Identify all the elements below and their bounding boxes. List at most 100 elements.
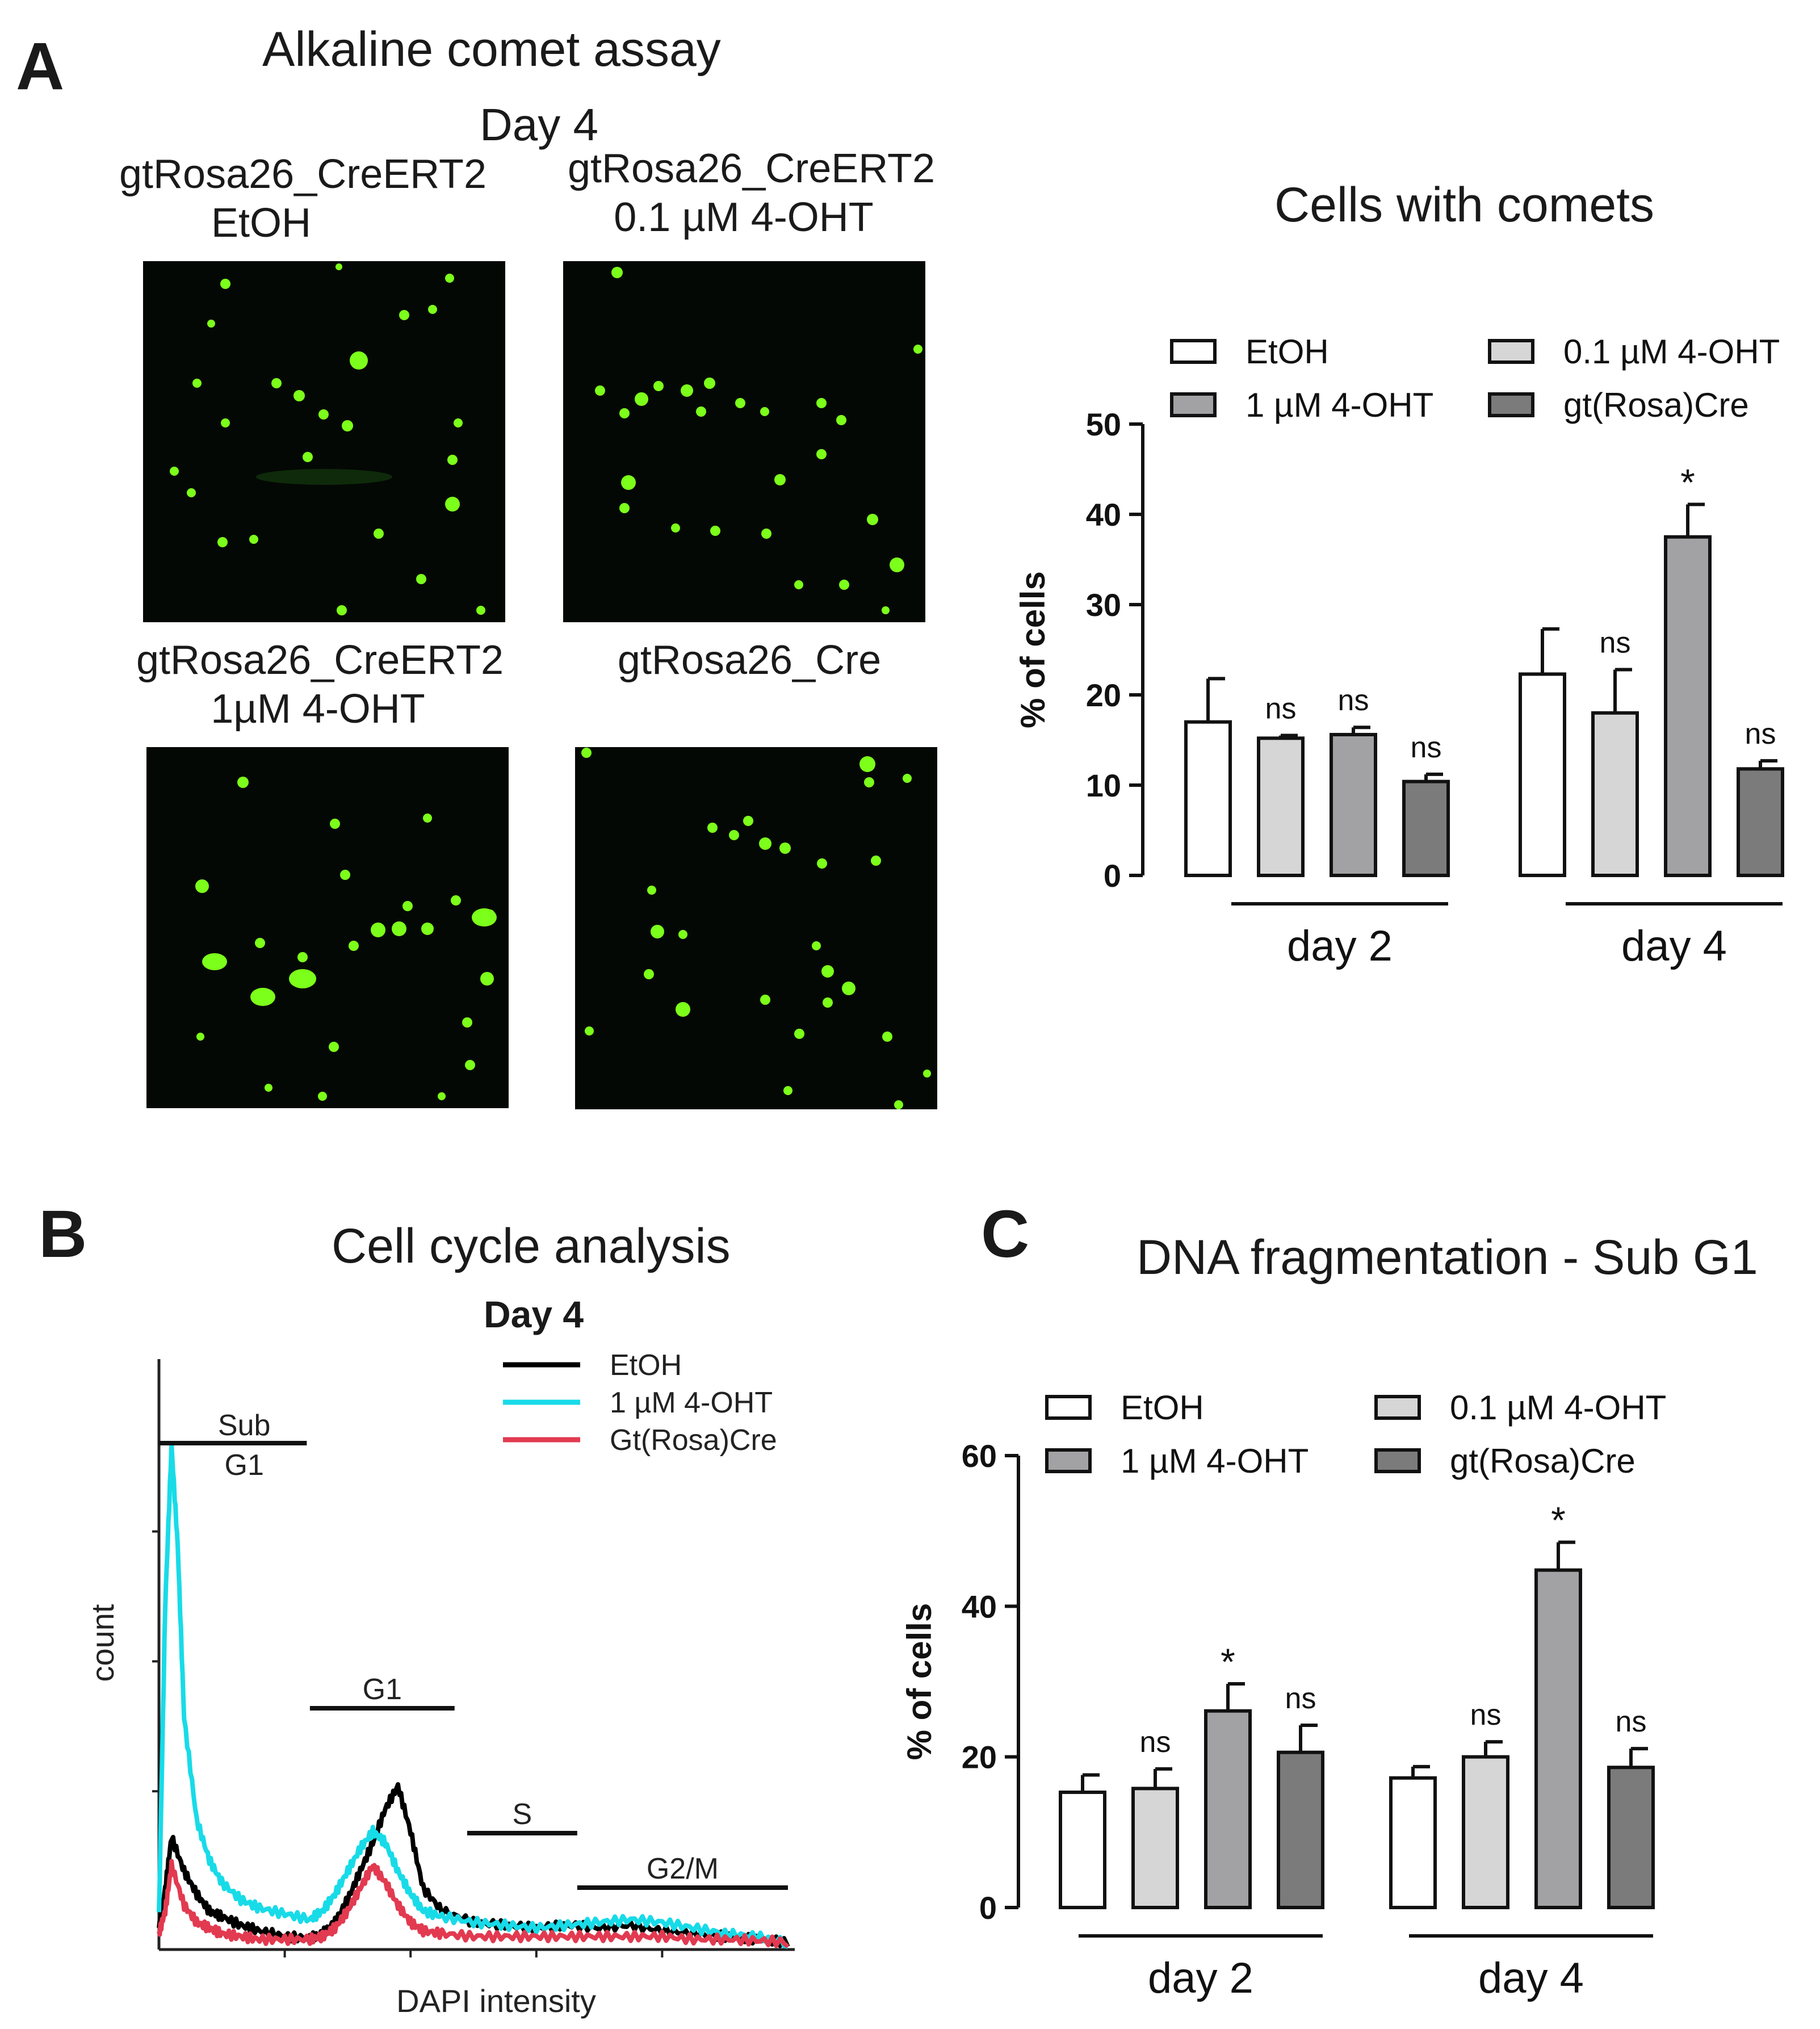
image-caption: gtRosa26_Cre: [579, 636, 920, 685]
legend-swatch: [1045, 1448, 1092, 1473]
legend-swatch: [1170, 392, 1217, 417]
bar: [1277, 1750, 1324, 1909]
gate-label: Sub: [218, 1409, 271, 1442]
legend-label: Gt(Rosa)Cre: [610, 1424, 777, 1457]
significance-label: ns: [1265, 693, 1297, 726]
image-caption: gtRosa26_CreERT2 EtOH: [119, 150, 487, 248]
panel-letter-a: A: [16, 29, 65, 104]
legend-label: 1 µM 4-OHT: [610, 1386, 773, 1419]
comet-image-dots: [581, 748, 931, 1109]
significance-label: ns: [1470, 1699, 1502, 1732]
chart-cellcycle: DAPI intensity count Sub G1 G1 S G2/M EtOH 1 µM …: [85, 1349, 795, 2019]
x-axis-label: DAPI intensity: [396, 1983, 596, 2019]
y-axis-label: % of cells: [1014, 571, 1052, 728]
bar: [1184, 720, 1232, 877]
legend-label: EtOH: [1121, 1389, 1204, 1427]
bar: [1591, 711, 1639, 877]
legend-label: 1 µM 4-OHT: [1246, 386, 1433, 424]
histogram-line: [157, 1782, 790, 1948]
significance-label: *: [1680, 462, 1695, 504]
legend-swatch: [1045, 1395, 1092, 1420]
bar: [1519, 672, 1566, 877]
comet-image-dots: [170, 263, 485, 615]
comet-image-high: [146, 747, 509, 1108]
bar: [1330, 732, 1377, 878]
y-axis-label: count: [85, 1604, 120, 1682]
comet-image-dots: [595, 267, 922, 614]
significance-label: ns: [1616, 1705, 1647, 1738]
chart-fragmentation: EtOH 0.1 µM 4-OHT 1 µM 4-OHT gt(Rosa)Cre 0 20…: [900, 1389, 1666, 2002]
significance-label: ns: [1338, 684, 1369, 717]
y-tick-label: 30: [1086, 587, 1121, 623]
significance-label: ns: [1600, 626, 1631, 659]
legend-label: gt(Rosa)Cre: [1450, 1442, 1636, 1480]
legend-label: 0.1 µM 4-OHT: [1450, 1389, 1666, 1427]
chart-comets: EtOH 0.1 µM 4-OHT 1 µM 4-OHT gt(Rosa)Cre 0 10…: [1014, 333, 1784, 970]
panel-letter-b: B: [39, 1197, 87, 1272]
panel-a-day-label: Day 4: [480, 99, 598, 150]
y-tick-label: 20: [962, 1739, 997, 1775]
image-caption-line: 0.1 µM 4-OHT: [614, 195, 874, 241]
gate-label: G2/M: [647, 1852, 719, 1885]
panel-b-day-label: Day 4: [484, 1293, 584, 1335]
y-tick-label: 20: [1086, 677, 1121, 713]
y-tick-label: 0: [979, 1890, 997, 1926]
gate-label: G1: [225, 1449, 264, 1482]
y-tick-label: 60: [962, 1438, 997, 1474]
legend-swatch: [1170, 339, 1217, 364]
comet-image-etoh: [143, 261, 505, 622]
x-category-label: day 4: [1478, 1954, 1584, 2002]
chart-comets-title: Cells with comets: [1274, 178, 1655, 232]
image-caption-line: gtRosa26_CreERT2: [136, 638, 504, 683]
comet-image-cre: [575, 747, 937, 1109]
comet-image-low: [563, 261, 925, 622]
image-caption-line: gtRosa26_CreERT2: [568, 146, 936, 191]
x-category-label: day 4: [1621, 922, 1727, 970]
bar: [1131, 1787, 1179, 1909]
bar: [1534, 1568, 1582, 1909]
y-tick-label: 50: [1086, 406, 1121, 442]
bar: [1462, 1755, 1509, 1910]
significance-label: *: [1221, 1641, 1235, 1683]
panel-b-title: Cell cycle analysis: [332, 1219, 731, 1273]
bar: [1059, 1791, 1106, 1910]
legend-label: EtOH: [1246, 333, 1329, 371]
legend-swatch: [1374, 1395, 1421, 1420]
histogram-line: [157, 1441, 789, 1949]
panel-a-title: Alkaline comet assay: [262, 22, 721, 77]
legend-swatch: [1374, 1448, 1421, 1473]
image-caption-line: gtRosa26_CreERT2: [119, 152, 487, 197]
x-category-label: day 2: [1287, 922, 1393, 970]
histogram-line: [157, 1859, 790, 1949]
x-category-label: day 2: [1148, 1954, 1253, 2002]
image-caption: gtRosa26_CreERT2 0.1 µM 4-OHT: [568, 144, 936, 242]
bar: [1257, 736, 1305, 877]
bar: [1402, 779, 1450, 878]
y-axis-label: % of cells: [900, 1603, 938, 1760]
bar: [1737, 767, 1784, 877]
y-tick-label: 0: [1104, 858, 1121, 894]
significance-label: ns: [1411, 731, 1442, 764]
bar: [1607, 1766, 1655, 1909]
bar: [1204, 1709, 1252, 1909]
panel-letter-c: C: [981, 1197, 1030, 1272]
bar: [1664, 535, 1712, 877]
image-caption-line: EtOH: [211, 200, 312, 246]
y-tick-label: 40: [962, 1588, 997, 1624]
legend-label: 0.1 µM 4-OHT: [1563, 333, 1780, 371]
legend-label: 1 µM 4-OHT: [1121, 1442, 1309, 1480]
gate-label: G1: [363, 1673, 402, 1706]
y-tick-label: 10: [1086, 768, 1121, 803]
image-caption-line: 1µM 4-OHT: [211, 686, 425, 732]
comet-image-dots: [195, 777, 497, 1101]
image-caption-line: gtRosa26_Cre: [617, 638, 882, 683]
significance-label: ns: [1285, 1682, 1316, 1715]
panel-c-title: DNA fragmentation - Sub G1: [1137, 1230, 1758, 1285]
significance-label: *: [1551, 1499, 1566, 1541]
significance-label: ns: [1140, 1726, 1171, 1759]
y-tick-label: 40: [1086, 497, 1121, 533]
bar: [1389, 1776, 1437, 1910]
legend-swatch: [1488, 339, 1534, 364]
legend-label: EtOH: [610, 1349, 682, 1382]
gate-label: S: [513, 1798, 532, 1831]
